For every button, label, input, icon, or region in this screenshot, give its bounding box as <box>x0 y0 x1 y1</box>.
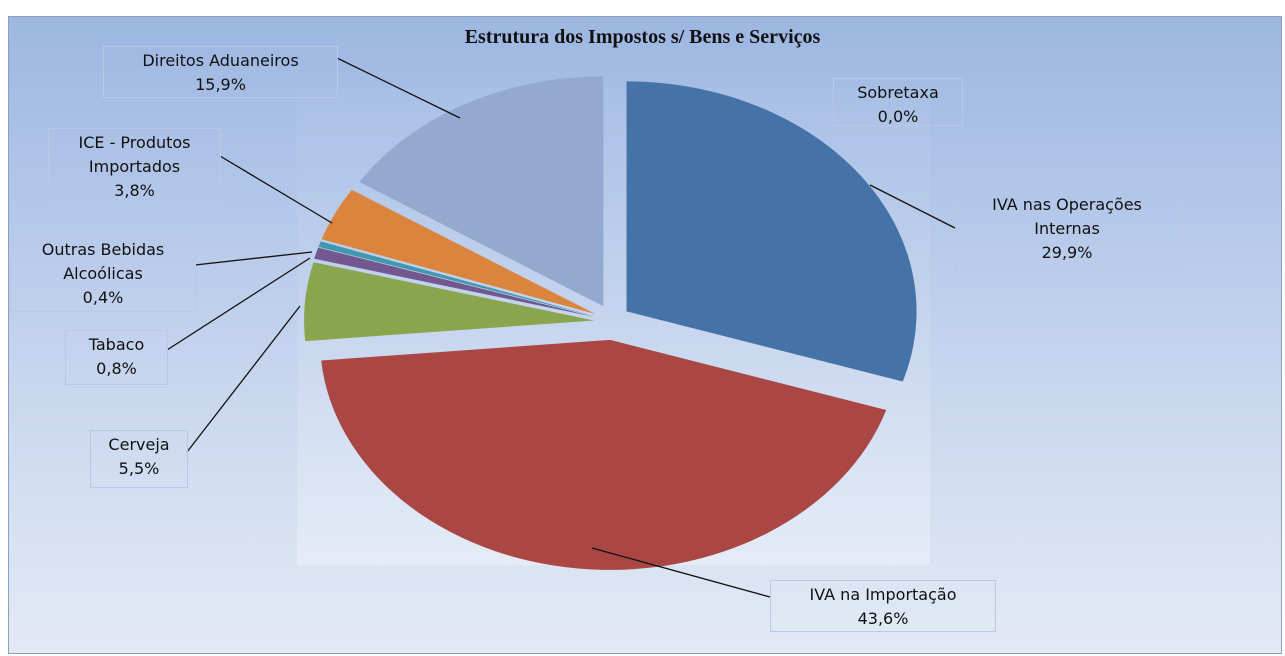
leader-line <box>869 184 956 229</box>
leader-line <box>186 305 301 453</box>
category-label: Direitos Aduaneiros <box>142 51 299 70</box>
value-label: 0,8% <box>96 359 137 378</box>
data-label: Sobretaxa 0,0% <box>833 78 963 126</box>
category-label: ICE - Produtos Importados <box>78 133 191 176</box>
value-label: 0,4% <box>82 288 124 307</box>
value-label: 5,5% <box>118 459 160 478</box>
pie-slice <box>626 81 917 382</box>
chart-title: Estrutura dos Impostos s/ Bens e Serviço… <box>464 26 821 48</box>
data-label: Cerveja 5,5% <box>90 430 188 488</box>
data-label: Tabaco 0,8% <box>65 330 168 385</box>
pie-slice <box>314 247 595 318</box>
pie-slice <box>304 262 595 342</box>
pie-slice <box>318 241 595 317</box>
data-label: IVA nas Operações Internas 29,9% <box>955 190 1179 272</box>
value-label: 3,8% <box>114 181 155 200</box>
data-label: IVA na Importação 43,6% <box>770 580 996 632</box>
data-label: Outras Bebidas Alcoólicas 0,4% <box>10 235 196 312</box>
leader-line <box>336 57 461 119</box>
pie-slice <box>321 189 596 315</box>
leader-line <box>591 547 771 598</box>
value-label: 43,6% <box>857 609 909 628</box>
leader-line <box>219 155 333 224</box>
category-label: Outras Bebidas Alcoólicas <box>41 240 165 283</box>
pie-slice <box>359 76 604 307</box>
data-label: ICE - Produtos Importados 3,8% <box>48 128 221 208</box>
value-label: 15,9% <box>195 75 246 94</box>
category-label: Tabaco <box>88 335 145 354</box>
category-label: IVA nas Operações Internas <box>992 195 1142 238</box>
data-label: Direitos Aduaneiros 15,9% <box>103 46 338 98</box>
leader-line <box>194 251 313 266</box>
value-label: 29,9% <box>1041 243 1093 262</box>
category-label: Sobretaxa <box>857 83 939 102</box>
category-label: IVA na Importação <box>809 585 957 604</box>
pie-slice <box>321 339 887 570</box>
value-label: 0,0% <box>877 107 919 126</box>
category-label: Cerveja <box>108 435 170 454</box>
leader-line <box>166 257 311 351</box>
